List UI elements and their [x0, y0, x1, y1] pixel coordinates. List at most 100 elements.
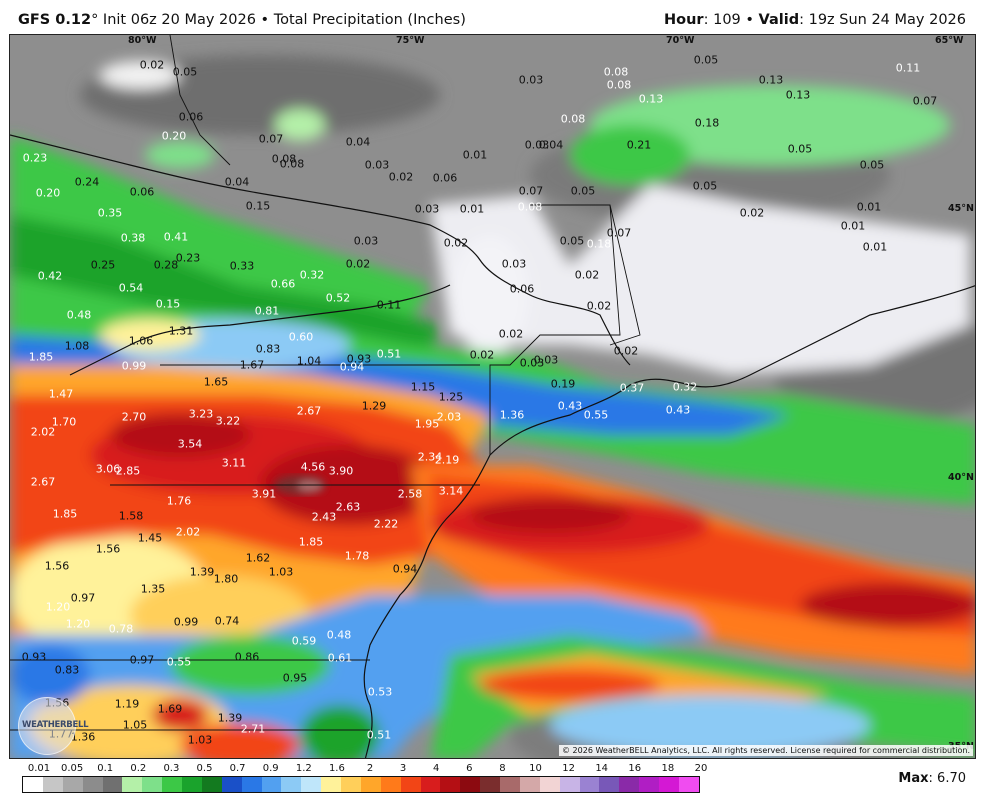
precip-value-label: 1.04 — [296, 354, 322, 368]
legend-swatch — [480, 777, 500, 792]
precip-value-label: 0.02 — [388, 170, 414, 184]
max-number: : 6.70 — [928, 771, 966, 786]
precip-value-label: 1.39 — [217, 711, 243, 725]
precip-value-label: 1.85 — [52, 507, 78, 521]
precip-value-label: 3.06 — [95, 462, 121, 476]
precip-value-label: 2.63 — [335, 500, 361, 514]
precip-value-label: 0.20 — [161, 129, 187, 143]
lon-label-70w: 70°W — [666, 35, 695, 46]
precip-value-label: 1.95 — [414, 417, 440, 431]
legend-swatch — [182, 777, 202, 792]
precip-value-label: 0.08 — [606, 78, 632, 92]
precip-value-label: 0.03 — [518, 73, 544, 87]
precip-value-label: 1.03 — [187, 733, 213, 747]
legend-swatch — [500, 777, 520, 792]
precip-value-label: 0.97 — [129, 653, 155, 667]
legend-tick: 4 — [433, 763, 440, 774]
legend-swatch — [619, 777, 640, 792]
precip-value-label: 0.08 — [560, 112, 586, 126]
precip-value-label: 0.61 — [327, 651, 353, 665]
precip-value-label: 0.18 — [586, 237, 612, 251]
precip-value-label: 0.21 — [626, 138, 652, 152]
legend-tick: 0.05 — [60, 763, 84, 774]
precip-value-label: 0.33 — [229, 259, 255, 273]
precip-value-label: 0.51 — [376, 347, 402, 361]
precip-value-label: 0.32 — [299, 268, 325, 282]
precip-value-label: 0.59 — [291, 634, 317, 648]
precip-value-label: 1.31 — [168, 324, 194, 338]
precip-value-label: 3.22 — [215, 414, 241, 428]
precip-value-label: 0.04 — [345, 135, 371, 149]
legend-swatch — [341, 777, 361, 792]
legend-swatch — [519, 777, 540, 792]
legend-swatch — [360, 777, 381, 792]
precip-value-label: 0.02 — [586, 299, 612, 313]
precip-value-label: 0.07 — [518, 184, 544, 198]
legend-swatch — [639, 777, 659, 792]
legend-swatch — [460, 777, 481, 792]
precip-value-label: 0.08 — [603, 65, 629, 79]
init-info: Init 06z 20 May 2026 • Total Precipitati… — [98, 12, 466, 28]
legend-swatch — [102, 777, 123, 792]
precip-value-label: 0.13 — [785, 88, 811, 102]
precip-value-label: 3.54 — [177, 437, 203, 451]
precip-value-label: 1.36 — [70, 730, 96, 744]
precip-value-label: 0.23 — [22, 151, 48, 165]
legend-swatch — [261, 777, 282, 792]
legend-tick: 2 — [366, 763, 374, 774]
legend-swatch — [301, 777, 322, 792]
legend-swatch — [142, 777, 163, 792]
legend-swatch — [241, 777, 262, 792]
precip-value-label: 0.01 — [462, 148, 488, 162]
precip-value-label: 2.22 — [373, 517, 399, 531]
precip-value-label: 1.56 — [95, 542, 121, 556]
precip-value-label: 2.67 — [296, 404, 322, 418]
precip-value-label: 1.76 — [166, 494, 192, 508]
legend-swatch — [380, 777, 401, 792]
precip-value-label: 0.48 — [326, 628, 352, 642]
precip-value-label: 1.03 — [268, 565, 294, 579]
legend-swatch — [579, 777, 600, 792]
lon-label-80w: 80°W — [128, 35, 157, 46]
precip-value-label: 1.45 — [137, 531, 163, 545]
legend-swatch — [400, 777, 421, 792]
precip-value-label: 0.54 — [118, 281, 144, 295]
precip-value-label: 0.03 — [533, 353, 559, 367]
legend-swatch — [559, 777, 580, 792]
precip-value-label: 0.94 — [392, 562, 418, 576]
precip-value-label: 1.56 — [44, 559, 70, 573]
precip-value-label: 0.55 — [583, 408, 609, 422]
precipitation-map[interactable]: 80°W 75°W 70°W 65°W 45°N 40°N 35°N 0.020… — [9, 34, 976, 759]
legend-swatch — [440, 777, 461, 792]
precip-value-label: 2.70 — [121, 410, 147, 424]
max-value: Max: 6.70 — [898, 771, 966, 786]
precip-value-label: 0.81 — [254, 304, 280, 318]
precip-value-label: 1.05 — [122, 718, 148, 732]
precip-value-label: 1.65 — [203, 375, 229, 389]
degree-sign: ° — [91, 12, 99, 28]
precip-value-label: 2.67 — [30, 475, 56, 489]
precip-value-label: 0.18 — [694, 116, 720, 130]
precip-value-label: 0.83 — [54, 663, 80, 677]
hour-value: : 109 • — [703, 12, 759, 28]
legend-tick: 0.5 — [196, 763, 213, 774]
precip-value-label: 0.05 — [692, 179, 718, 193]
precip-value-label: 0.04 — [538, 138, 564, 152]
precip-value-label: 1.20 — [45, 600, 71, 614]
precip-value-label: 0.78 — [108, 622, 134, 636]
hour-label: Hour — [664, 12, 704, 28]
precip-value-label: 2.58 — [397, 487, 423, 501]
precip-value-label: 0.66 — [270, 277, 296, 291]
legend-swatch — [23, 777, 43, 792]
precip-value-label: 0.60 — [288, 330, 314, 344]
precip-value-label: 0.35 — [97, 206, 123, 220]
precip-value-label: 0.01 — [862, 240, 888, 254]
precip-value-label: 2.85 — [115, 464, 141, 478]
precip-value-label: 0.94 — [339, 360, 365, 374]
precip-value-label: 0.52 — [325, 291, 351, 305]
header: GFS 0.12° Init 06z 20 May 2026 • Total P… — [0, 0, 984, 34]
precip-value-label: 0.28 — [153, 258, 179, 272]
legend-tick: 0.2 — [130, 763, 147, 774]
legend-swatch — [420, 777, 441, 792]
precip-value-label: 0.05 — [693, 53, 719, 67]
